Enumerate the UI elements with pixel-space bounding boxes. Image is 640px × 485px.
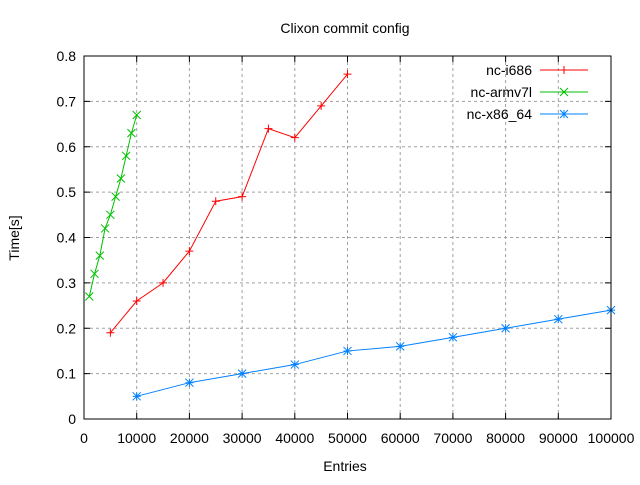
data-point — [264, 124, 273, 133]
x-tick-label: 20000 — [170, 430, 209, 446]
data-point — [185, 378, 194, 388]
data-point — [159, 278, 168, 287]
y-tick-label: 0.3 — [57, 275, 77, 291]
y-tick-label: 0.1 — [57, 366, 77, 382]
x-tick-label: 30000 — [223, 430, 262, 446]
series-nc-armv7l — [84, 110, 142, 301]
y-tick-label: 0.6 — [57, 139, 77, 155]
data-point — [185, 247, 194, 256]
grid — [84, 56, 611, 419]
data-point — [343, 346, 352, 356]
data-point — [132, 391, 142, 401]
ticks: 0 0.1 0.2 0.3 0.4 0.5 0.6 0.7 0.8 0 10000 20000 3000… — [57, 48, 635, 446]
series-line — [136, 309, 612, 397]
series-nc-i686 — [106, 70, 352, 337]
series-nc-x86_64 — [132, 305, 616, 401]
x-tick-label: 10000 — [117, 430, 156, 446]
data-point — [553, 314, 563, 324]
data-point — [116, 174, 126, 183]
legend-label: nc-i686 — [486, 62, 532, 78]
data-point — [121, 151, 131, 161]
series-group — [84, 70, 616, 401]
chart-title: Clixon commit config — [280, 20, 409, 36]
data-point — [84, 292, 94, 301]
data-point — [237, 369, 247, 378]
series-line — [109, 73, 348, 334]
data-point — [100, 224, 110, 233]
data-point — [317, 101, 326, 110]
legend-marker — [559, 109, 569, 119]
data-point — [132, 297, 141, 306]
y-tick-label: 0.2 — [57, 320, 77, 336]
data-point — [90, 269, 99, 279]
x-tick-label: 60000 — [381, 430, 420, 446]
legend-marker — [559, 87, 569, 97]
data-point — [111, 192, 120, 202]
data-point — [448, 332, 458, 342]
data-point — [290, 133, 299, 142]
data-point — [132, 110, 142, 120]
data-point — [290, 360, 300, 369]
data-point — [343, 70, 352, 79]
y-tick-label: 0.7 — [57, 93, 77, 109]
series-line — [88, 114, 138, 297]
x-tick-label: 80000 — [486, 430, 525, 446]
x-tick-label: 90000 — [539, 430, 578, 446]
x-tick-label: 0 — [80, 430, 88, 446]
data-point — [211, 197, 220, 206]
x-tick-label: 70000 — [433, 430, 472, 446]
y-axis-label: Time[s] — [6, 215, 22, 260]
legend: nc-i686 nc-armv7l nc-x86_64 — [467, 62, 588, 122]
y-tick-label: 0 — [68, 411, 76, 427]
y-tick-label: 0.4 — [57, 230, 77, 246]
legend-marker — [560, 66, 568, 74]
x-tick-label: 100000 — [588, 430, 635, 446]
data-point — [127, 128, 136, 138]
data-point — [106, 328, 115, 337]
x-tick-label: 40000 — [275, 430, 314, 446]
x-axis-label: Entries — [323, 458, 367, 474]
plot-border — [83, 55, 612, 420]
data-point — [395, 342, 405, 351]
x-tick-label: 50000 — [328, 430, 367, 446]
data-point — [95, 251, 105, 261]
data-point — [501, 323, 510, 333]
legend-label: nc-armv7l — [471, 84, 532, 100]
data-point — [105, 210, 115, 220]
y-tick-label: 0.8 — [57, 48, 77, 64]
data-point — [238, 192, 247, 201]
legend-label: nc-x86_64 — [467, 106, 533, 122]
y-tick-label: 0.5 — [57, 184, 77, 200]
